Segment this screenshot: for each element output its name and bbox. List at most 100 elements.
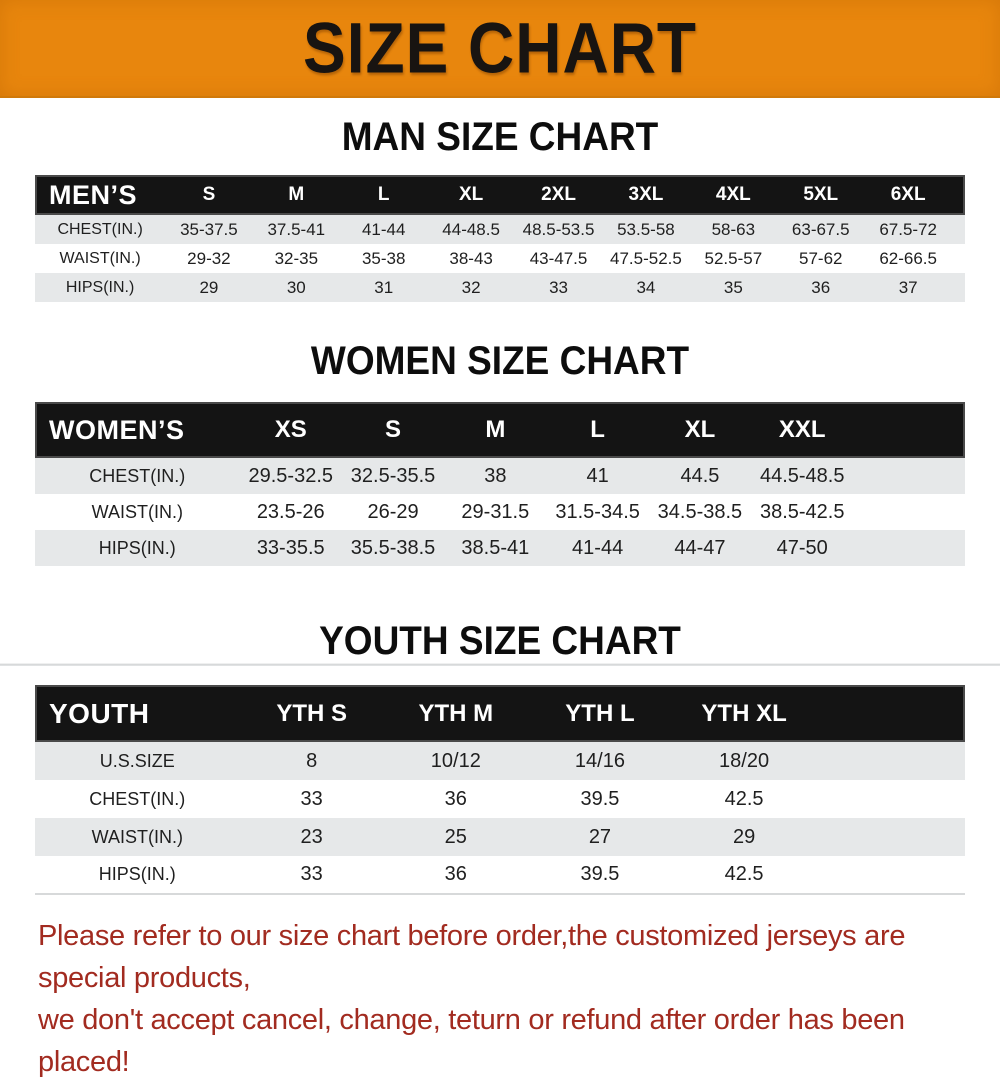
women-size-header-xxl: XXL [778, 416, 826, 443]
size-cell: 52.5-57 [704, 248, 763, 268]
size-cell: 8 [306, 749, 318, 772]
size-cell: 53.5-58 [617, 219, 675, 239]
men-table-header-row: MEN’S S M L XL 2XL 3XL 4XL 5XL 6XL [35, 175, 965, 215]
size-cell: 44.5-48.5 [759, 464, 845, 487]
youth-table-title: YOUTH [49, 697, 150, 729]
youth-size-header-s: YTH S [276, 699, 347, 727]
size-cell: 43-47.5 [529, 248, 588, 268]
size-cell: 18/20 [719, 749, 770, 772]
order-notice: Please refer to our size chart before or… [38, 915, 980, 1083]
men-size-header-m: M [288, 184, 305, 205]
size-cell: 29 [732, 825, 756, 848]
size-cell: 32.5-35.5 [350, 464, 436, 487]
men-size-header-xl: XL [458, 184, 484, 205]
size-cell: 42.5 [724, 863, 764, 885]
men-size-header-2xl: 2XL [541, 184, 576, 205]
youth-table-header-row: YOUTH YTH S YTH M YTH L YTH XL [35, 685, 965, 742]
youth-size-table: YOUTH YTH S YTH M YTH L YTH XL U.S.SIZE … [35, 685, 965, 895]
size-cell: 36 [444, 863, 467, 885]
women-hips-row: HIPS(IN.) 33-35.5 35.5-38.5 38.5-41 41-4… [35, 530, 965, 566]
size-cell: 35-38 [361, 248, 406, 268]
size-cell: 25 [444, 825, 467, 848]
youth-size-header-l: YTH L [565, 699, 635, 727]
youth-ussize-row: U.S.SIZE 8 10/12 14/16 18/20 [35, 742, 965, 780]
size-cell: 29.5-32.5 [248, 464, 333, 487]
row-label: HIPS(IN.) [98, 864, 176, 884]
spacer-cell [853, 458, 965, 494]
women-size-header-l: L [590, 416, 605, 443]
men-waist-row: WAIST(IN.) 29-32 32-35 35-38 38-43 43-47… [35, 244, 965, 273]
size-cell: 36 [444, 787, 467, 810]
size-cell: 30 [286, 277, 306, 297]
banner: SIZE CHART [0, 0, 1000, 98]
size-cell: 37 [898, 277, 918, 297]
women-size-header-s: S [385, 416, 402, 443]
notice-line-1: Please refer to our size chart before or… [38, 920, 906, 994]
youth-size-header-m: YTH M [418, 699, 494, 727]
size-cell: 38 [484, 464, 507, 487]
spacer-cell [816, 856, 965, 894]
row-label: U.S.SIZE [99, 750, 175, 771]
size-cell: 29-31.5 [461, 500, 530, 523]
size-cell: 29 [199, 277, 219, 297]
spacer-cell [816, 685, 965, 742]
spacer-cell [816, 742, 965, 780]
size-cell: 57-62 [799, 248, 843, 268]
size-cell: 39.5 [580, 787, 620, 810]
size-cell: 33 [549, 277, 568, 297]
women-table-title: WOMEN’S [49, 414, 185, 445]
size-cell: 47-50 [776, 536, 828, 559]
spacer-cell [952, 175, 965, 215]
row-label: WAIST(IN.) [59, 249, 141, 267]
size-cell: 41 [586, 464, 609, 487]
size-cell: 35.5-38.5 [350, 536, 436, 559]
size-cell: 27 [588, 825, 612, 848]
women-chest-row: CHEST(IN.) 29.5-32.5 32.5-35.5 38 41 44.… [35, 458, 965, 494]
women-section-heading: WOMEN SIZE CHART [310, 338, 690, 383]
spacer-cell [853, 494, 965, 530]
size-cell: 41-44 [361, 219, 406, 239]
size-cell: 41-44 [572, 536, 624, 559]
men-hips-row: HIPS(IN.) 29 30 31 32 33 34 35 36 37 [35, 273, 965, 302]
size-cell: 39.5 [580, 863, 620, 885]
spacer-cell [816, 818, 965, 856]
man-section-heading: MAN SIZE CHART [341, 114, 659, 159]
women-waist-row: WAIST(IN.) 23.5-26 26-29 29-31.5 31.5-34… [35, 494, 965, 530]
women-size-table: WOMEN’S XS S M L XL XXL CHEST(IN.) 29.5-… [35, 402, 965, 566]
size-cell: 47.5-52.5 [610, 248, 682, 268]
size-cell: 35 [723, 277, 743, 297]
size-cell: 35-37.5 [180, 219, 238, 239]
row-label: CHEST(IN.) [89, 788, 186, 809]
spacer-cell [952, 244, 965, 273]
spacer-cell [853, 530, 965, 566]
size-cell: 44.5 [680, 464, 720, 487]
men-size-table: MEN’S S M L XL 2XL 3XL 4XL 5XL 6XL CHEST… [35, 175, 965, 302]
row-label: CHEST(IN.) [57, 220, 143, 238]
size-cell: 31 [374, 277, 394, 297]
banner-title: SIZE CHART [303, 7, 697, 89]
spacer-cell [952, 215, 965, 244]
size-cell: 29-32 [187, 248, 231, 268]
size-cell: 33-35.5 [256, 536, 325, 559]
size-cell: 32-35 [274, 248, 319, 268]
size-cell: 62-66.5 [879, 248, 937, 268]
youth-hips-row: HIPS(IN.) 33 36 39.5 42.5 [35, 856, 965, 894]
size-cell: 32 [461, 277, 481, 297]
youth-waist-row: WAIST(IN.) 23 25 27 29 [35, 818, 965, 856]
men-size-header-s: S [202, 184, 216, 205]
size-cell: 33 [300, 863, 323, 885]
size-cell: 44-47 [674, 536, 726, 559]
row-label: HIPS(IN.) [65, 278, 135, 296]
youth-size-header-xl: YTH XL [701, 699, 787, 727]
men-size-header-5xl: 5XL [803, 184, 839, 205]
size-cell: 36 [811, 277, 831, 297]
spacer-cell [816, 780, 965, 818]
size-cell: 23.5-26 [256, 500, 325, 523]
size-cell: 14/16 [574, 749, 625, 772]
size-cell: 38.5-42.5 [759, 500, 845, 523]
women-table-header-row: WOMEN’S XS S M L XL XXL [35, 402, 965, 458]
youth-section-heading: YOUTH SIZE CHART [0, 618, 1000, 666]
size-cell: 38-43 [449, 248, 493, 268]
size-cell: 26-29 [367, 500, 419, 523]
